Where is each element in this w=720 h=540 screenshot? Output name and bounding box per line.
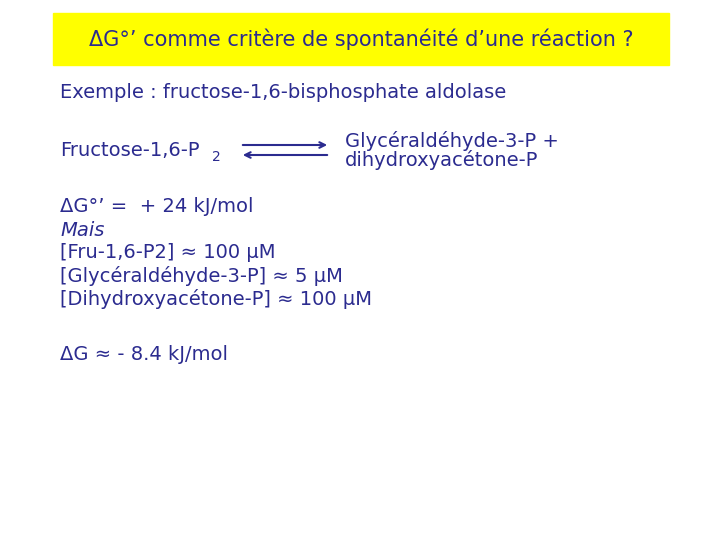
Text: [Dihydroxyacétone-P] ≈ 100 μM: [Dihydroxyacétone-P] ≈ 100 μM — [60, 289, 372, 309]
Text: [Fru-1,6-P2] ≈ 100 μM: [Fru-1,6-P2] ≈ 100 μM — [60, 244, 276, 262]
Text: Exemple : fructose-1,6-bisphosphate aldolase: Exemple : fructose-1,6-bisphosphate aldo… — [60, 84, 506, 103]
Text: dihydroxyacétone-P: dihydroxyacétone-P — [345, 150, 539, 170]
Text: ΔG°’ =  + 24 kJ/mol: ΔG°’ = + 24 kJ/mol — [60, 198, 253, 217]
Text: Glycéraldéhyde-3-P +: Glycéraldéhyde-3-P + — [345, 131, 559, 151]
Text: 2: 2 — [212, 150, 221, 164]
Text: [Glycéraldéhyde-3-P] ≈ 5 μM: [Glycéraldéhyde-3-P] ≈ 5 μM — [60, 266, 343, 286]
Text: ΔG°’ comme critère de spontanéité d’une réaction ?: ΔG°’ comme critère de spontanéité d’une … — [89, 28, 634, 50]
Text: Mais: Mais — [60, 220, 104, 240]
FancyBboxPatch shape — [53, 13, 669, 65]
Text: ΔG ≈ - 8.4 kJ/mol: ΔG ≈ - 8.4 kJ/mol — [60, 346, 228, 365]
Text: Fructose-1,6-P: Fructose-1,6-P — [60, 140, 199, 159]
